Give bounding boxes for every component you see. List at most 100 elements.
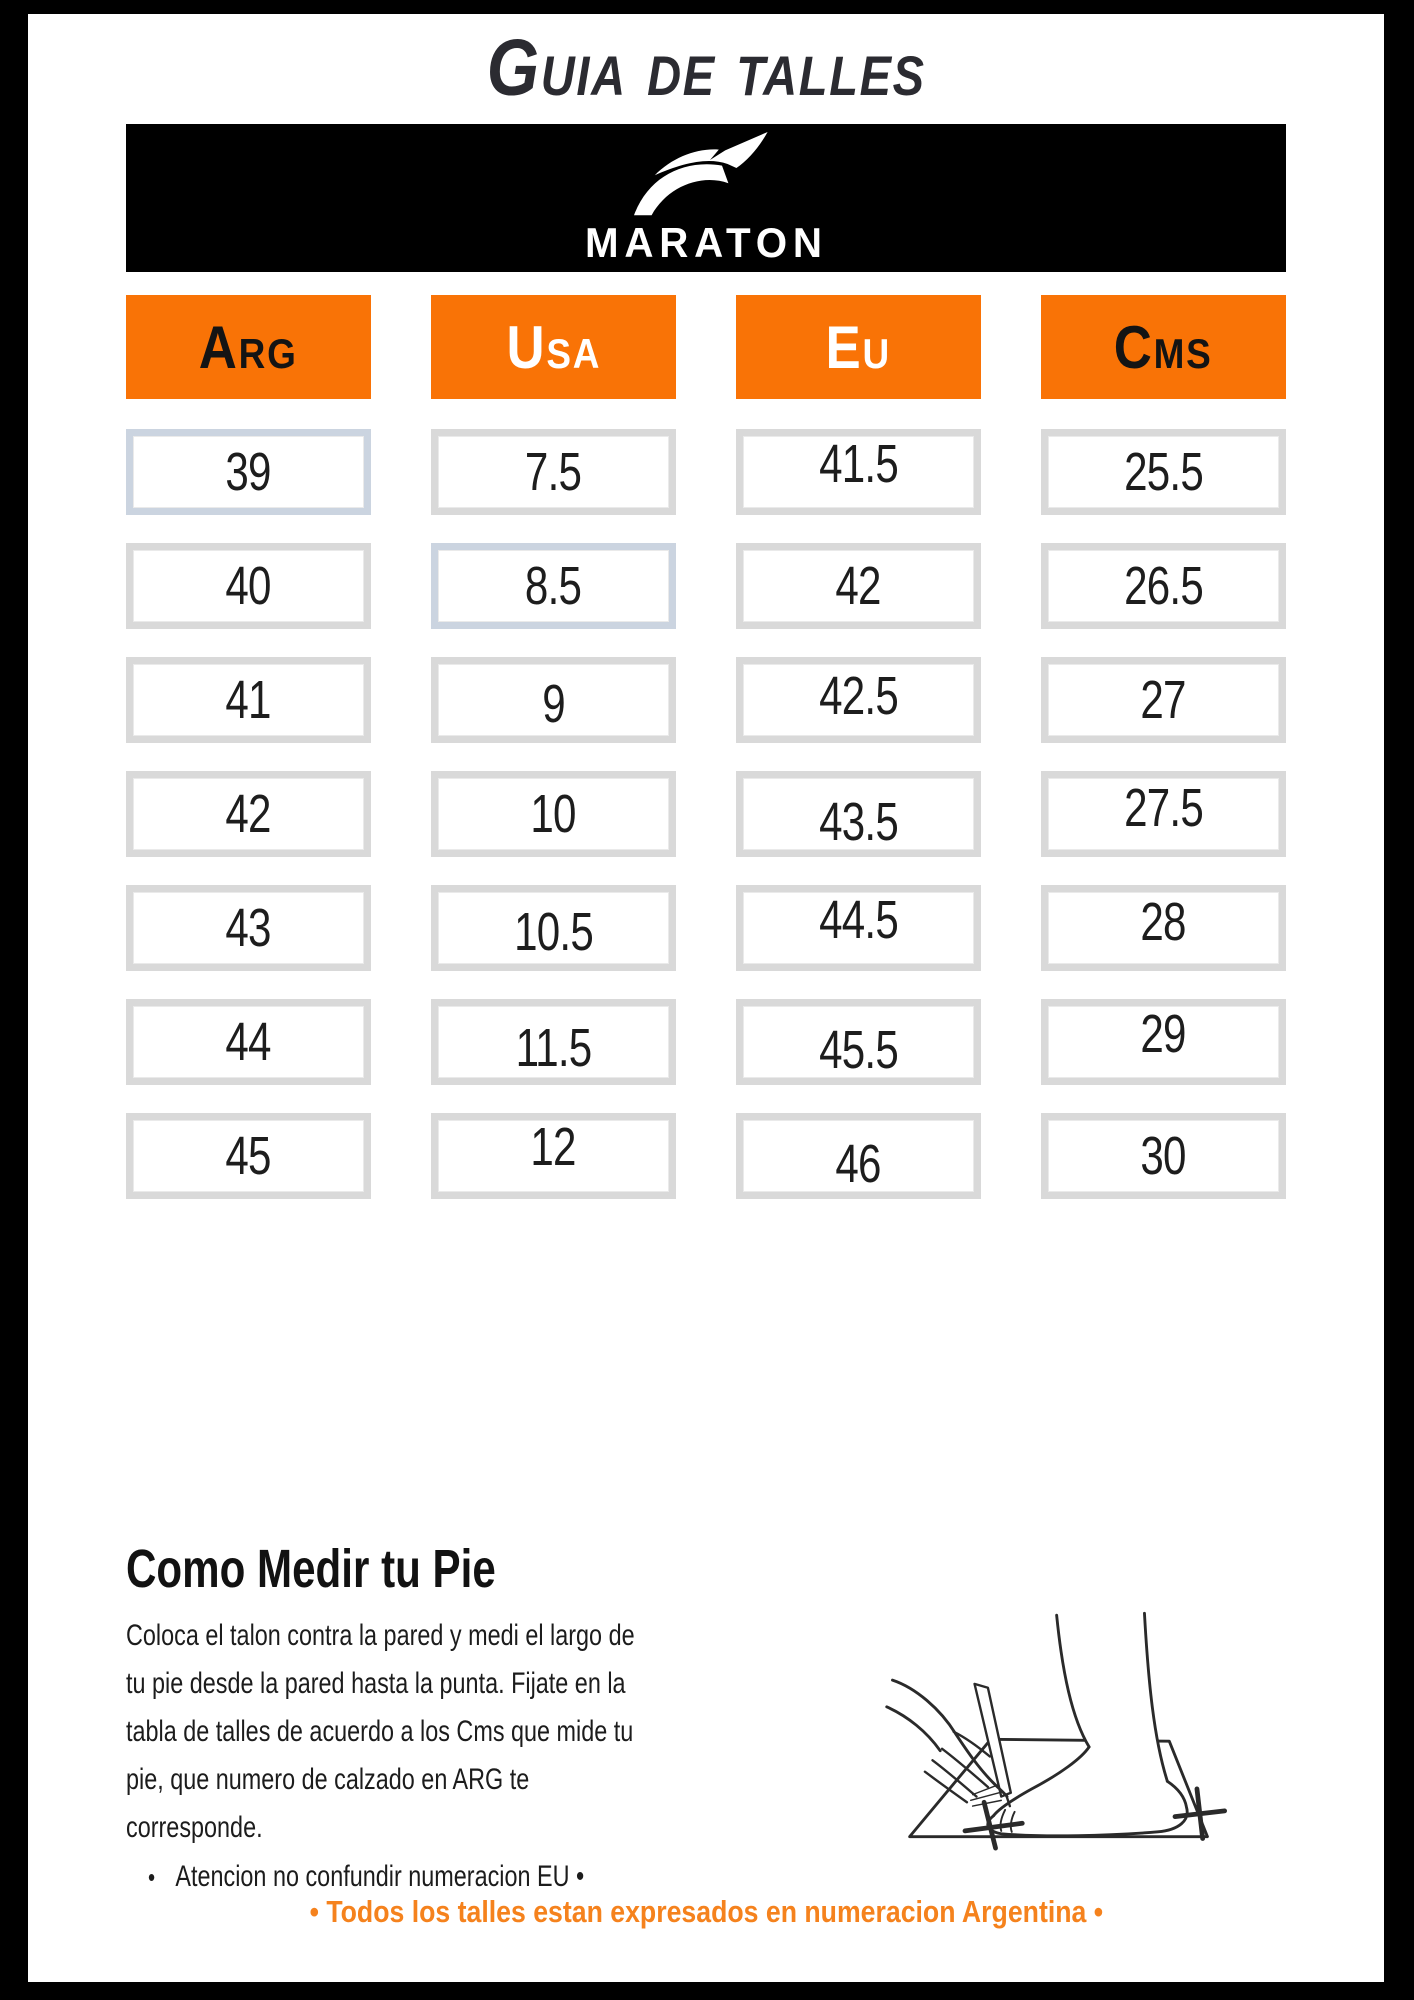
measure-section-heading: Como Medir tu Pie bbox=[126, 1539, 496, 1599]
paper-sheet-shape bbox=[908, 1737, 1209, 1839]
size-value: 27.5 bbox=[1124, 778, 1204, 838]
size-cell: 41 bbox=[126, 657, 371, 743]
brand-name: MARATON bbox=[584, 219, 828, 266]
size-value: 9 bbox=[542, 674, 565, 734]
size-table-header-row: Arg Usa Eu Cms bbox=[126, 295, 1286, 399]
size-cell: 30 bbox=[1041, 1113, 1286, 1199]
size-cell-frame: 45 bbox=[133, 1120, 364, 1192]
size-cell: 40 bbox=[126, 543, 371, 629]
footer-note-text: • Todos los talles estan expresados en n… bbox=[309, 1894, 1103, 1929]
size-table-header-eu: Eu bbox=[736, 295, 981, 399]
size-cell: 27.5 bbox=[1041, 771, 1286, 857]
brand-banner: MARATON bbox=[126, 124, 1286, 272]
size-value: 45 bbox=[225, 1126, 272, 1186]
size-value: 7.5 bbox=[525, 442, 582, 502]
size-value: 42.5 bbox=[819, 666, 899, 726]
size-cell-frame: 39 bbox=[133, 436, 364, 508]
size-cell: 11.5 bbox=[431, 999, 676, 1085]
size-cell-frame: 25.5 bbox=[1048, 436, 1279, 508]
size-value: 43.5 bbox=[819, 792, 899, 852]
size-value: 28 bbox=[1140, 892, 1187, 952]
size-cell: 43.5 bbox=[736, 771, 981, 857]
size-cell-frame: 41 bbox=[133, 664, 364, 736]
size-value: 43 bbox=[225, 898, 272, 958]
size-cell-frame: 27.5 bbox=[1048, 778, 1279, 850]
size-value: 39 bbox=[225, 442, 272, 502]
size-table-header-arg: Arg bbox=[126, 295, 371, 399]
size-value: 10.5 bbox=[514, 902, 594, 962]
size-value: 44.5 bbox=[819, 890, 899, 950]
size-cell: 41.5 bbox=[736, 429, 981, 515]
size-cell-frame: 11.5 bbox=[438, 1006, 669, 1078]
size-cell: 12 bbox=[431, 1113, 676, 1199]
measure-instructions-text: Coloca el talon contra la pared y medi e… bbox=[126, 1619, 635, 1844]
size-cell: 44.5 bbox=[736, 885, 981, 971]
size-cell-frame: 42 bbox=[743, 550, 974, 622]
size-cell: 28 bbox=[1041, 885, 1286, 971]
size-cell: 43 bbox=[126, 885, 371, 971]
foot-silhouette bbox=[985, 1613, 1188, 1837]
size-table-header-cms: Cms bbox=[1041, 295, 1286, 399]
heel-cross-mark bbox=[1172, 1786, 1228, 1841]
size-value: 11.5 bbox=[515, 1018, 593, 1078]
size-value: 30 bbox=[1140, 1126, 1187, 1186]
size-value: 8.5 bbox=[525, 556, 582, 616]
size-value: 45.5 bbox=[819, 1020, 899, 1080]
size-cell-frame: 42 bbox=[133, 778, 364, 850]
pen-shape bbox=[973, 1682, 1013, 1798]
size-cell-frame: 43.5 bbox=[743, 778, 974, 852]
size-cell: 9 bbox=[431, 657, 676, 743]
header-label: Usa bbox=[506, 313, 601, 381]
size-cell: 42.5 bbox=[736, 657, 981, 743]
header-label: Cms bbox=[1114, 313, 1213, 381]
footer-note: • Todos los talles estan expresados en n… bbox=[28, 1894, 1384, 1930]
size-value: 41 bbox=[225, 670, 272, 730]
back-leg-line bbox=[1143, 1611, 1169, 1783]
front-leg-line bbox=[1055, 1613, 1091, 1749]
size-cell-frame: 43 bbox=[133, 892, 364, 964]
size-cell: 42 bbox=[736, 543, 981, 629]
size-cell-frame: 27 bbox=[1048, 664, 1279, 736]
size-value: 44 bbox=[225, 1012, 272, 1072]
size-cell-frame: 41.5 bbox=[743, 434, 974, 508]
page-title-text: Guia de talles bbox=[486, 23, 926, 112]
size-value: 42 bbox=[835, 556, 882, 616]
size-cell-frame: 26.5 bbox=[1048, 550, 1279, 622]
size-table: 39 7.5 41.5 25.5 40 8.5 42 26.5 41 9 42.5 27 42 10 43.… bbox=[126, 429, 1286, 1199]
size-cell-frame: 10 bbox=[438, 778, 669, 850]
size-value: 26.5 bbox=[1124, 556, 1204, 616]
size-cell: 8.5 bbox=[431, 543, 676, 629]
bird-swoosh-icon bbox=[634, 132, 768, 216]
size-value: 42 bbox=[225, 784, 272, 844]
size-value: 12 bbox=[530, 1117, 577, 1177]
size-cell: 10.5 bbox=[431, 885, 676, 971]
size-cell: 44 bbox=[126, 999, 371, 1085]
size-cell-frame: 10.5 bbox=[438, 892, 669, 964]
size-cell: 39 bbox=[126, 429, 371, 515]
size-value: 10 bbox=[530, 784, 577, 844]
size-cell-frame: 9 bbox=[438, 664, 669, 736]
size-cell: 7.5 bbox=[431, 429, 676, 515]
size-cell-frame: 44 bbox=[133, 1006, 364, 1078]
header-label: Arg bbox=[199, 313, 298, 381]
size-value: 27 bbox=[1140, 670, 1187, 730]
page-title: Guia de talles bbox=[28, 22, 1384, 114]
size-cell: 46 bbox=[736, 1113, 981, 1199]
size-cell: 26.5 bbox=[1041, 543, 1286, 629]
size-cell: 45.5 bbox=[736, 999, 981, 1085]
size-cell-frame: 42.5 bbox=[743, 664, 974, 736]
hand-outline bbox=[891, 1678, 1009, 1798]
measure-warning-text: Atencion no confundir numeracion EU • bbox=[175, 1860, 585, 1893]
size-table-header-usa: Usa bbox=[431, 295, 676, 399]
foot-measure-drawing bbox=[885, 1611, 1228, 1851]
size-cell-frame: 12 bbox=[438, 1117, 669, 1192]
size-cell: 29 bbox=[1041, 999, 1286, 1085]
size-value: 46 bbox=[835, 1134, 882, 1194]
size-cell-frame: 28 bbox=[1048, 892, 1279, 964]
size-cell-frame: 46 bbox=[743, 1120, 974, 1194]
bullet-dot-icon: • bbox=[148, 1862, 156, 1892]
size-value: 40 bbox=[225, 556, 272, 616]
size-value: 29 bbox=[1140, 1004, 1187, 1064]
toe-cross-mark bbox=[962, 1799, 1025, 1851]
